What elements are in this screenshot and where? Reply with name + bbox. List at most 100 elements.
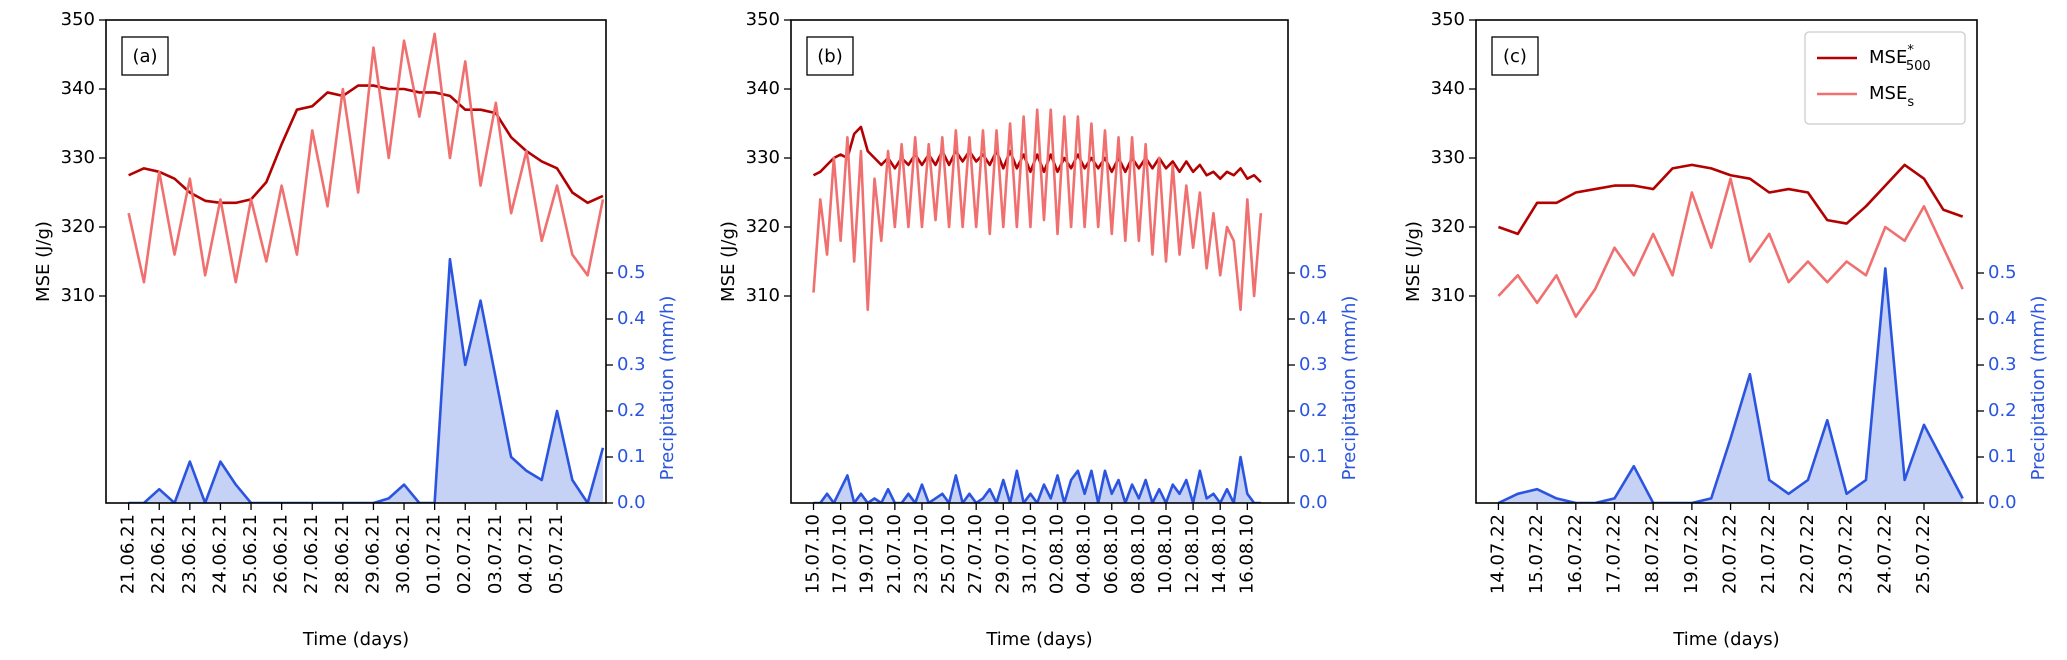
x-axis-label: Time (days) xyxy=(1672,629,1779,650)
x-tick-label: 23.07.22 xyxy=(1836,514,1857,594)
y2-tick-label: 0.0 xyxy=(617,492,646,513)
y-tick-label: 320 xyxy=(746,216,780,237)
y2-axis-label: Precipitation (mm/h) xyxy=(1339,296,1360,481)
legend-name: MSE xyxy=(1869,47,1907,68)
precip-area xyxy=(1498,268,1963,503)
x-tick-label: 28.06.21 xyxy=(332,514,353,594)
x-tick-label: 23.06.21 xyxy=(179,514,200,594)
x-tick-label: 10.08.10 xyxy=(1155,514,1176,594)
legend-sub: s xyxy=(1907,95,1914,110)
x-tick-label: 15.07.22 xyxy=(1526,514,1547,594)
panel-label: (c) xyxy=(1503,46,1527,67)
x-tick-label: 06.08.10 xyxy=(1101,514,1122,594)
y2-axis-label: Precipitation (mm/h) xyxy=(2028,296,2049,481)
x-tick-label: 16.07.22 xyxy=(1565,514,1586,594)
x-tick-label: 25.07.10 xyxy=(938,514,959,594)
panel-label-box xyxy=(1491,36,1539,76)
panel-label-box xyxy=(121,36,169,76)
legend-name: MSE xyxy=(1869,83,1907,104)
x-tick-label: 21.07.10 xyxy=(884,514,905,594)
legend-sub: 500 xyxy=(1906,59,1931,74)
y-tick-label: 350 xyxy=(61,9,95,30)
y2-tick-label: 0.0 xyxy=(1299,492,1328,513)
x-tick-label: 27.06.21 xyxy=(301,514,322,594)
y2-tick-label: 0.4 xyxy=(617,308,646,329)
x-tick-label: 02.08.10 xyxy=(1047,514,1068,594)
x-tick-label: 16.08.10 xyxy=(1236,514,1257,594)
series-line xyxy=(1497,267,1964,503)
series-line xyxy=(812,125,1262,184)
series-line xyxy=(812,108,1263,312)
x-tick-label: 24.06.21 xyxy=(209,514,230,594)
series-line xyxy=(127,32,605,284)
precip-area xyxy=(128,259,603,503)
y2-tick-label: 0.1 xyxy=(1988,446,2017,467)
y-axis-label: MSE (J/g) xyxy=(718,221,739,302)
y-tick-label: 320 xyxy=(61,216,95,237)
y-tick-label: 350 xyxy=(746,9,780,30)
x-tick-label: 18.07.22 xyxy=(1642,514,1663,594)
x-tick-label: 31.07.10 xyxy=(1019,514,1040,594)
series-line xyxy=(128,84,604,205)
y-axis-label: MSE (J/g) xyxy=(33,221,54,302)
x-tick-label: 04.07.21 xyxy=(515,514,536,594)
y2-tick-label: 0.2 xyxy=(1988,400,2017,421)
panel-label: (a) xyxy=(132,46,157,67)
y-tick-label: 340 xyxy=(746,78,780,99)
x-tick-label: 19.07.10 xyxy=(857,514,878,594)
y2-tick-label: 0.3 xyxy=(1299,354,1328,375)
plot-frame xyxy=(105,19,607,504)
legend-label: MSEs xyxy=(1869,83,1914,110)
x-tick-label: 17.07.10 xyxy=(830,514,851,594)
x-tick-label: 21.07.22 xyxy=(1758,514,1779,594)
y2-tick-label: 0.3 xyxy=(1988,354,2017,375)
y-axis-label: MSE (J/g) xyxy=(1403,221,1424,302)
x-tick-label: 14.08.10 xyxy=(1209,514,1230,594)
series-line xyxy=(1498,163,1964,236)
y2-tick-label: 0.0 xyxy=(1988,492,2017,513)
x-tick-label: 15.07.10 xyxy=(803,514,824,594)
y2-tick-label: 0.2 xyxy=(617,400,646,421)
y2-tick-label: 0.2 xyxy=(1299,400,1328,421)
y2-tick-label: 0.5 xyxy=(1299,262,1328,283)
series-line xyxy=(1497,177,1964,318)
y-tick-label: 320 xyxy=(1431,216,1465,237)
plot-frame xyxy=(790,19,1289,504)
x-tick-label: 24.07.22 xyxy=(1874,514,1895,594)
x-tick-label: 21.06.21 xyxy=(118,514,139,594)
legend-box xyxy=(1804,31,1966,125)
x-tick-label: 30.06.21 xyxy=(393,514,414,594)
y-tick-label: 330 xyxy=(1431,147,1465,168)
y-tick-label: 350 xyxy=(1431,9,1465,30)
y2-tick-label: 0.1 xyxy=(1299,446,1328,467)
y-tick-label: 340 xyxy=(1431,78,1465,99)
x-tick-label: 20.07.22 xyxy=(1720,514,1741,594)
x-tick-label: 17.07.22 xyxy=(1604,514,1625,594)
x-tick-label: 26.06.21 xyxy=(271,514,292,594)
x-tick-label: 23.07.10 xyxy=(911,514,932,594)
y-tick-label: 330 xyxy=(746,147,780,168)
x-tick-label: 19.07.22 xyxy=(1681,514,1702,594)
plot-frame xyxy=(1475,19,1978,504)
legend-sup: * xyxy=(1907,43,1914,58)
y2-axis-label: Precipitation (mm/h) xyxy=(657,296,678,481)
x-axis-label: Time (days) xyxy=(302,629,409,650)
x-tick-label: 25.06.21 xyxy=(240,514,261,594)
x-tick-label: 12.08.10 xyxy=(1182,514,1203,594)
series-line xyxy=(128,257,605,503)
y2-tick-label: 0.5 xyxy=(617,262,646,283)
x-tick-label: 29.07.10 xyxy=(992,514,1013,594)
y2-tick-label: 0.3 xyxy=(617,354,646,375)
y2-tick-label: 0.5 xyxy=(1988,262,2017,283)
x-tick-label: 05.07.21 xyxy=(546,514,567,594)
x-tick-label: 08.08.10 xyxy=(1128,514,1149,594)
series-line xyxy=(813,455,1261,503)
y-tick-label: 310 xyxy=(1431,285,1465,306)
panel-label-box xyxy=(806,36,854,76)
x-tick-label: 22.07.22 xyxy=(1797,514,1818,594)
x-tick-label: 29.06.21 xyxy=(362,514,383,594)
x-tick-label: 22.06.21 xyxy=(148,514,169,594)
x-tick-label: 01.07.21 xyxy=(424,514,445,594)
y-tick-label: 310 xyxy=(746,285,780,306)
